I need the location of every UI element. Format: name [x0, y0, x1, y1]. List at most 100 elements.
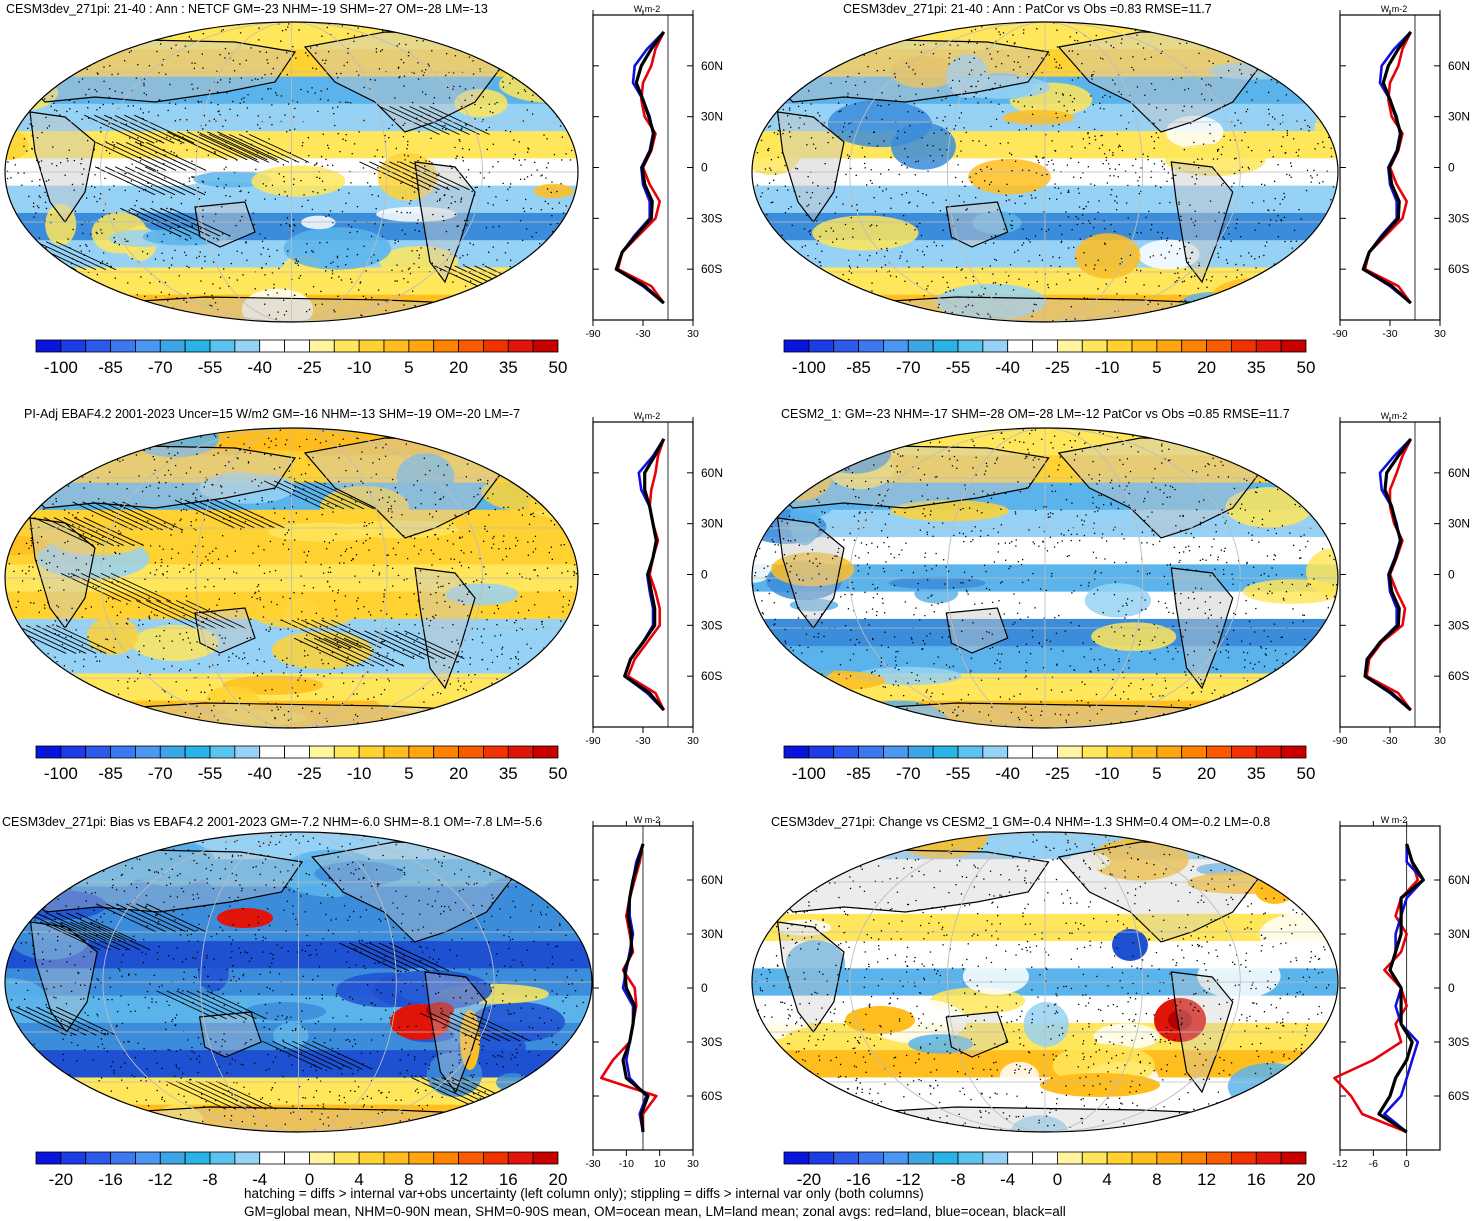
- zonal-frame: [592, 421, 694, 728]
- field-anomaly: [5, 444, 107, 468]
- colorbar-swatch: [1131, 745, 1158, 759]
- lat-tick-label: 30S: [701, 211, 722, 225]
- field-anomaly: [251, 165, 346, 197]
- colorbar-tick-label: 50: [549, 764, 568, 783]
- field-anomaly: [1211, 277, 1298, 318]
- map-panel-5: [4, 831, 593, 1133]
- colorbar-tick-label: -70: [148, 764, 173, 783]
- colorbar-swatch: [982, 1151, 1009, 1165]
- colorbar-swatch: [1181, 339, 1207, 353]
- colorbar-tick-label: -25: [297, 764, 322, 783]
- field-anomaly: [752, 293, 803, 322]
- colorbar-swatch: [110, 339, 136, 353]
- panel-4: CESM2_1: GM=-23 NHM=-17 SHM=-28 OM=-28 L…: [741, 405, 1483, 805]
- map-outline: [751, 427, 1339, 729]
- lat-tick-label: 30N: [701, 927, 723, 941]
- colorbar-swatch: [883, 1151, 909, 1165]
- colorbar-swatch: [1032, 339, 1058, 353]
- colorbar-tick-label: 5: [1152, 358, 1161, 377]
- map-panel-6: [751, 831, 1339, 1133]
- x-tick-label: -12: [1332, 1158, 1347, 1170]
- field-anomaly: [199, 471, 295, 504]
- zonal-mean-plot: 60N 30N 0 30S 60S -90 -30 30 W m-2: [1332, 411, 1470, 747]
- lat-tick-label: 60N: [701, 466, 723, 480]
- lat-tick-label: 60S: [1448, 1089, 1469, 1103]
- land-mass: [791, 1106, 1307, 1132]
- zonal-mean-plot: 60N 30N 0 30S 60S -90 -30 30 W m-2: [1332, 4, 1470, 340]
- colorbar-swatch: [135, 1151, 161, 1165]
- colorbar-swatch: [234, 1151, 261, 1165]
- colorbar-tick-label: 0: [1053, 1170, 1062, 1189]
- field-anomaly: [888, 576, 986, 590]
- panel-1: CESM3dev_271pi: 21-40 : Ann : NETCF GM=-…: [0, 0, 741, 400]
- colorbar-tick-label: 20: [1297, 1170, 1316, 1189]
- colorbar-swatch: [60, 1151, 87, 1165]
- colorbar-swatch: [433, 1151, 459, 1165]
- colorbar-swatch: [808, 745, 835, 759]
- colorbar-swatch: [1131, 1151, 1158, 1165]
- lat-tick-label: 30S: [1448, 1035, 1469, 1049]
- colorbar-tick-label: -10: [1095, 764, 1120, 783]
- map-panel-3: [4, 427, 579, 729]
- colorbar-swatch: [1156, 339, 1183, 353]
- colorbar-swatch: [1007, 339, 1033, 353]
- unit-label: W m-2: [1381, 4, 1408, 14]
- x-tick-label: -30: [635, 328, 650, 340]
- lat-tick-label: 0: [1448, 568, 1455, 582]
- lat-tick-label: 30N: [701, 110, 723, 124]
- panel-2: CESM3dev_271pi: 21-40 : Ann : PatCor vs …: [741, 0, 1483, 400]
- field-anomaly: [217, 908, 273, 928]
- field-anomaly: [1084, 583, 1151, 618]
- colorbar-tick-label: 4: [1102, 1170, 1111, 1189]
- colorbar-swatch: [483, 339, 509, 353]
- map-outline: [4, 427, 579, 729]
- colorbar-swatch: [1032, 1151, 1058, 1165]
- field-anomaly: [252, 600, 355, 629]
- colorbar-swatch: [458, 339, 484, 353]
- colorbar-tick-label: 5: [404, 358, 413, 377]
- field-anomaly: [413, 1116, 489, 1132]
- colorbar-swatch: [333, 339, 360, 353]
- field-anomaly: [1259, 910, 1338, 957]
- colorbar-tick-label: -100: [792, 358, 826, 377]
- field-anomaly: [372, 970, 493, 1011]
- field-anomaly: [827, 100, 932, 148]
- colorbar-tick-label: -20: [797, 1170, 822, 1189]
- colorbar-swatch: [234, 745, 261, 759]
- zonal-mean-plot: 60N 30N 0 30S 60S -90 -30 30 W m-2: [585, 4, 723, 340]
- field-anomaly: [845, 1006, 915, 1034]
- colorbar-swatch: [783, 339, 810, 353]
- zonal-mean-plot: 60N 30N 0 30S 60S -90 -30 30 W m-2: [585, 411, 723, 747]
- colorbar-swatch: [35, 1151, 62, 1165]
- colorbar-tick-label: -20: [49, 1170, 74, 1189]
- graticule: [752, 22, 1338, 322]
- colorbar-swatch: [833, 1151, 859, 1165]
- lat-tick-label: 30S: [1448, 211, 1469, 225]
- colorbar-swatch: [408, 745, 435, 759]
- colorbar-swatch: [957, 339, 984, 353]
- colorbar-swatch: [808, 339, 835, 353]
- field-anomaly: [1040, 1073, 1160, 1097]
- colorbar-tick-label: 5: [1152, 764, 1161, 783]
- colorbar-tick-label: -16: [98, 1170, 123, 1189]
- colorbar-tick-label: 20: [1197, 358, 1216, 377]
- colorbar-swatch: [483, 1151, 509, 1165]
- lat-tick-label: 60S: [1448, 669, 1469, 683]
- colorbar-swatch: [209, 1151, 236, 1165]
- lat-tick-label: 60S: [701, 669, 722, 683]
- graticule: [5, 832, 592, 1132]
- colorbar-swatch: [932, 745, 959, 759]
- colorbar-tick-label: -10: [1095, 358, 1120, 377]
- colorbar-swatch: [110, 745, 136, 759]
- colorbar-swatch: [1280, 745, 1307, 759]
- colorbar-swatch: [1156, 745, 1183, 759]
- colorbar-tick-label: 20: [449, 764, 468, 783]
- colorbar-swatch: [135, 339, 161, 353]
- colorbar-swatch: [1081, 745, 1108, 759]
- land-mass: [776, 921, 845, 1034]
- field-anomaly: [172, 181, 273, 209]
- colorbar: -100 -85 -70 -55 -40 -25 -10 5 20 35 50: [35, 339, 567, 377]
- field-anomaly: [244, 1002, 326, 1022]
- field-anomaly: [962, 958, 1029, 995]
- field-anomaly: [785, 940, 846, 987]
